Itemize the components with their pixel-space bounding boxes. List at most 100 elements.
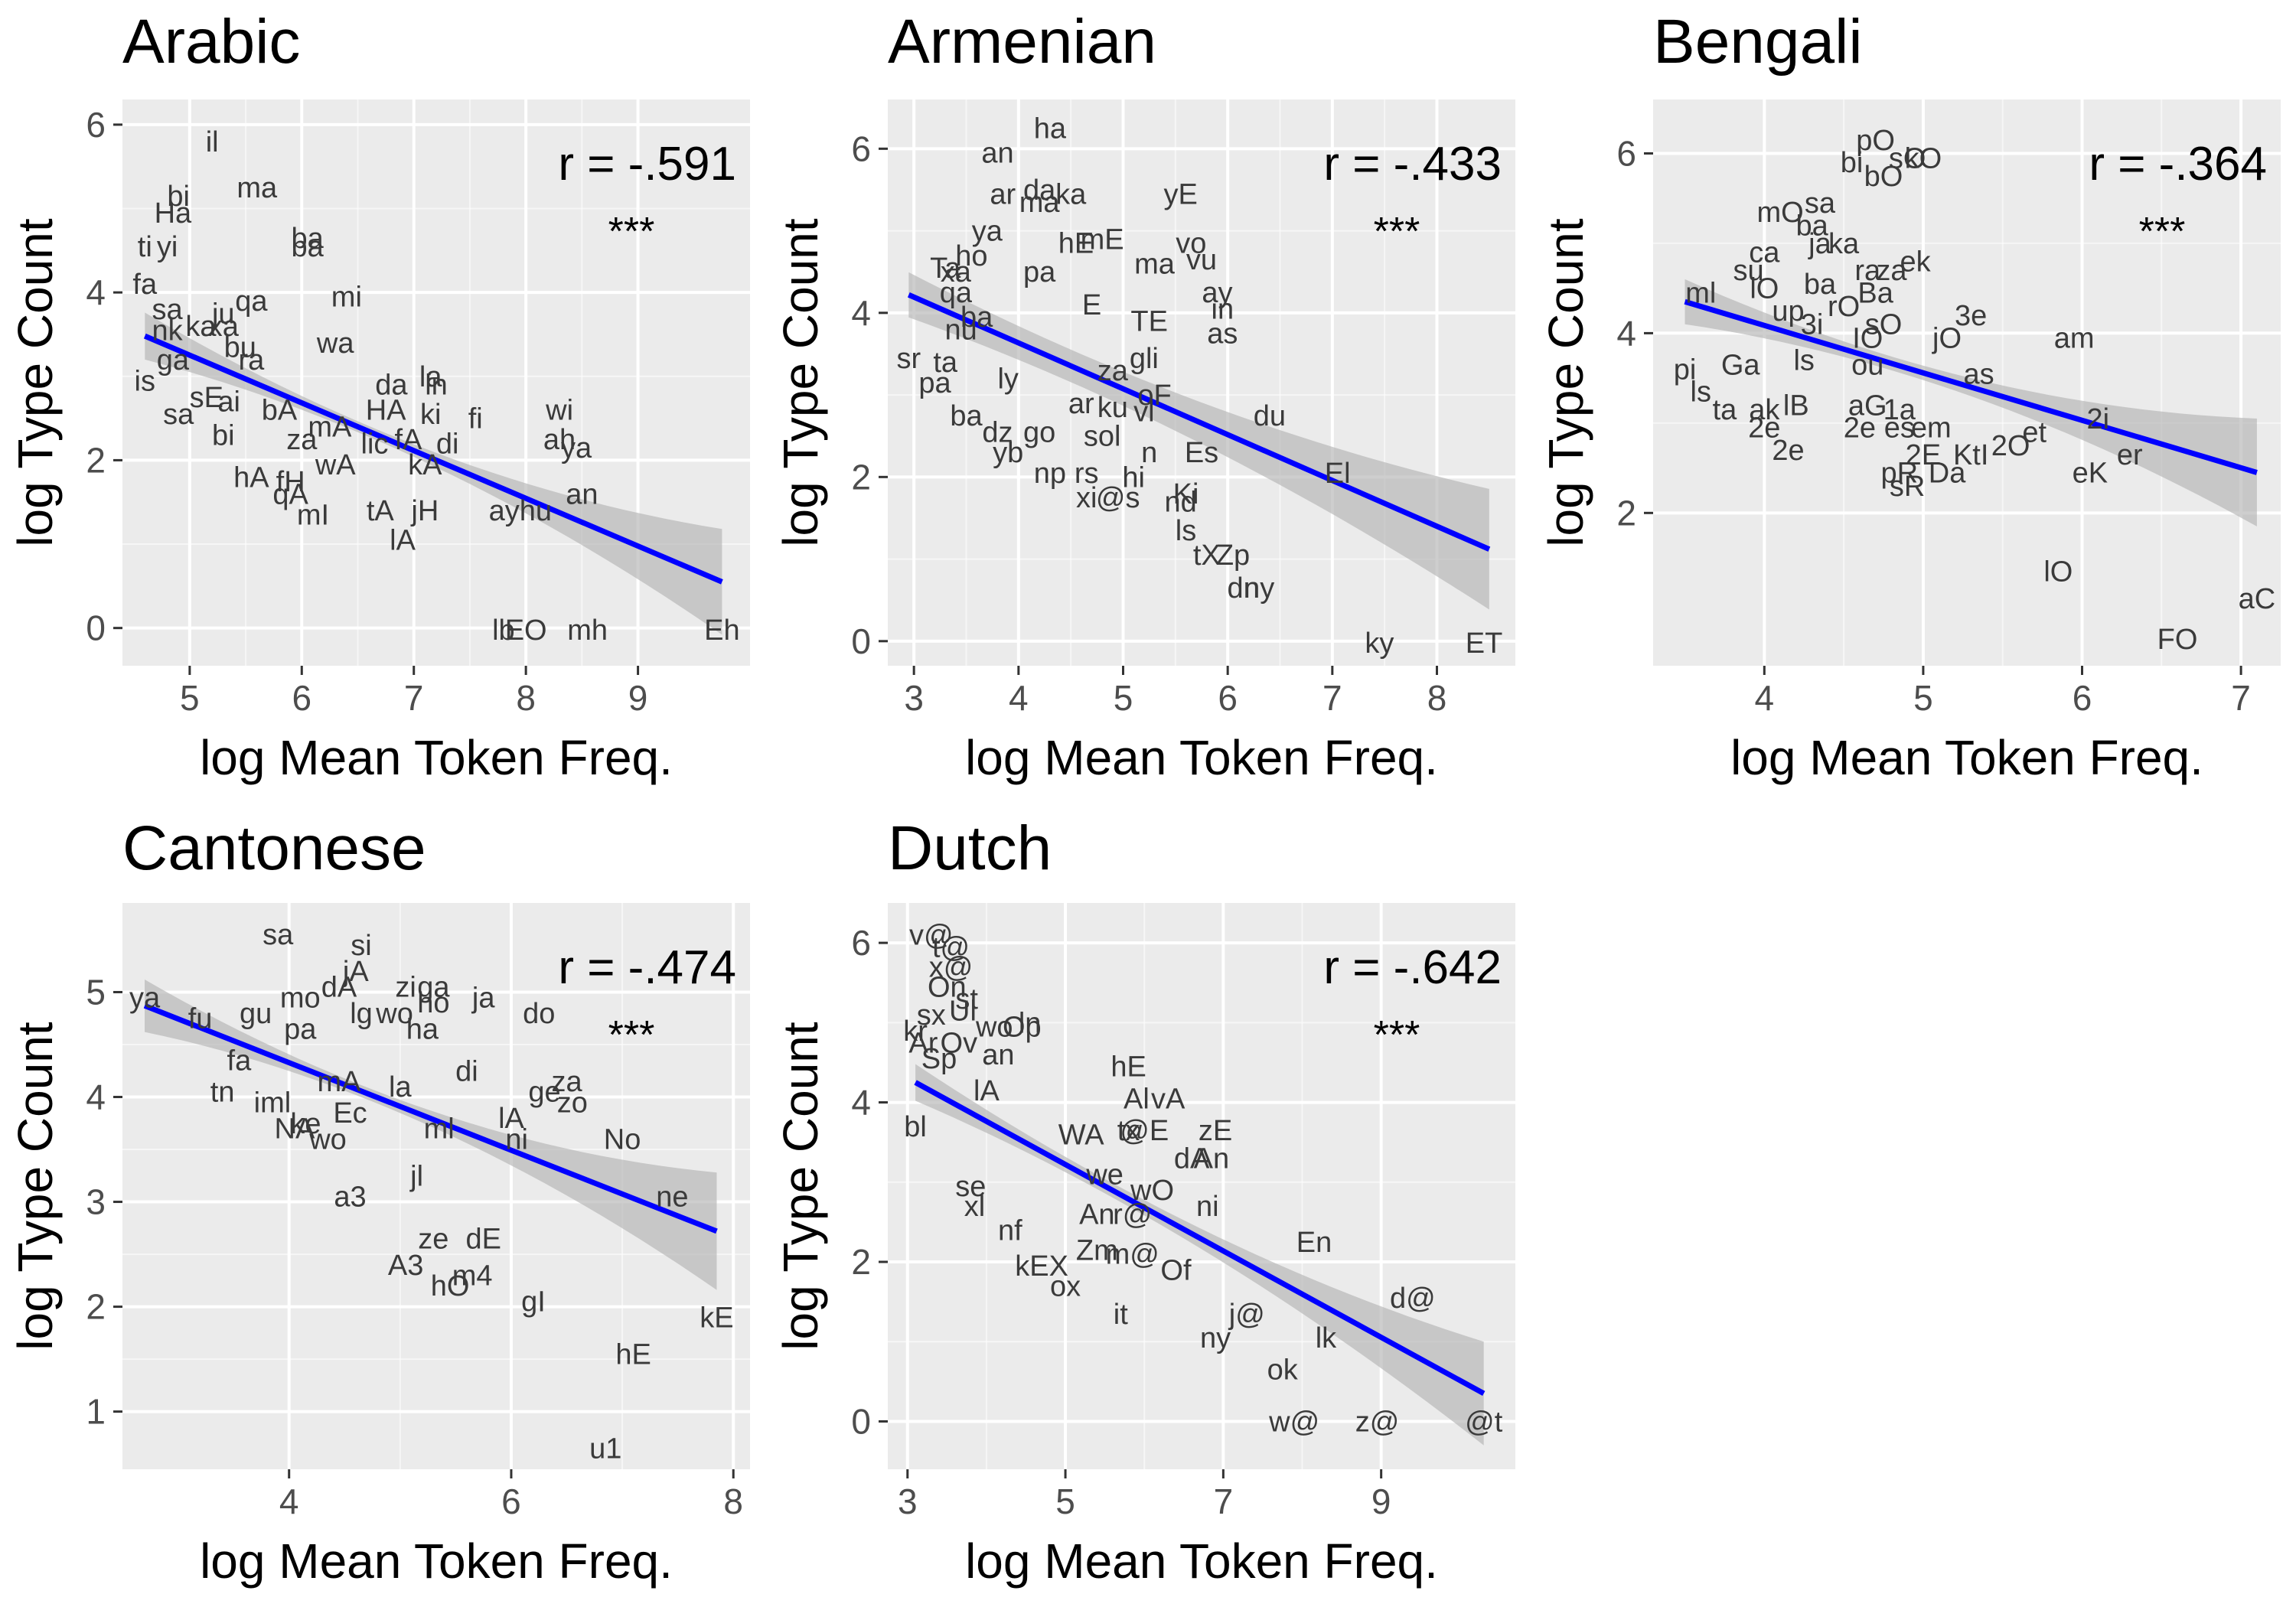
point-label-wa: wa xyxy=(316,328,354,360)
point-label-he: hE xyxy=(1110,1051,1146,1084)
point-label-ha: hA xyxy=(233,461,269,494)
x-tick-label: 7 xyxy=(2231,678,2251,718)
point-label-ai: ai xyxy=(217,386,240,419)
point-label-ka: kA xyxy=(408,449,442,481)
point-label-ar: ar xyxy=(1068,388,1094,420)
point-label-sol: sol xyxy=(1084,421,1121,453)
point-label-ni: ni xyxy=(505,1123,528,1156)
point-label-la: la xyxy=(419,361,442,393)
point-label-ko: kO xyxy=(1905,142,1942,174)
point-label-ja: ja xyxy=(471,982,495,1014)
point-label-rs: rs xyxy=(1075,458,1099,490)
y-axis-title: log Type Count xyxy=(773,218,828,547)
point-label-n: n xyxy=(1141,437,1157,469)
point-label-ga: Ga xyxy=(1721,350,1761,382)
y-tick-label: 4 xyxy=(86,1077,106,1117)
point-label-kr: kr xyxy=(903,1015,928,1048)
point-label-lk: lk xyxy=(1316,1322,1337,1354)
y-tick-label: 2 xyxy=(851,1242,871,1282)
point-label-a3: a3 xyxy=(334,1182,366,1214)
point-label-nf: nf xyxy=(998,1214,1022,1247)
point-label-gu: gu xyxy=(240,998,272,1030)
point-label-la: lA xyxy=(974,1075,1000,1107)
point-label-ze: ze xyxy=(418,1224,448,1256)
point-label-eo: EO xyxy=(505,614,547,647)
point-label-ne: ne xyxy=(656,1182,688,1214)
x-tick-label: 8 xyxy=(723,1482,743,1521)
y-axis-title: log Type Count xyxy=(773,1022,828,1351)
point-label-ok: ok xyxy=(1267,1354,1299,1387)
point-label-ro: rO xyxy=(1828,291,1860,323)
confidence-band xyxy=(145,312,722,635)
point-label-il: il xyxy=(206,126,219,158)
point-label-of: oF xyxy=(1137,380,1171,412)
y-tick-label: 6 xyxy=(851,923,871,963)
point-label-go: go xyxy=(1023,416,1055,448)
point-label-ma: ma xyxy=(1134,248,1176,280)
point-label-it: it xyxy=(1114,1299,1128,1331)
point-label-z: z@ xyxy=(1355,1406,1400,1438)
point-label-pa: pa xyxy=(918,367,951,399)
point-label-ya: ya xyxy=(129,982,161,1014)
point-label-nk: nk xyxy=(152,315,184,347)
point-label-ba: ba xyxy=(291,231,324,263)
confidence-band xyxy=(145,980,717,1290)
point-label-x: x@ xyxy=(929,951,974,983)
point-label-ho: ho xyxy=(955,240,987,272)
x-axis-title: log Mean Token Freq. xyxy=(965,730,1438,785)
point-label-ec: Ec xyxy=(333,1097,367,1129)
point-label-wo: wo xyxy=(975,1012,1013,1044)
point-label-qa: qa xyxy=(940,277,973,309)
point-label-xa: xa xyxy=(941,256,972,288)
point-label-wo: wO xyxy=(1130,1175,1174,1207)
point-label-fa: fa xyxy=(227,1045,253,1077)
point-label-tn: tn xyxy=(210,1077,235,1109)
point-label-ho: hO xyxy=(431,1270,470,1302)
point-label-d: d@ xyxy=(1390,1283,1436,1315)
point-label-bi: bi xyxy=(212,420,235,452)
x-tick-label: 5 xyxy=(1913,678,1933,718)
point-label-en: En xyxy=(1296,1227,1332,1259)
point-label-as: as xyxy=(1207,318,1238,350)
point-label-ag: aG xyxy=(1848,390,1887,422)
point-label-er: er xyxy=(2117,439,2143,471)
point-label-up: up xyxy=(1772,295,1804,328)
point-label-ba: ba xyxy=(291,223,324,255)
point-label-wo: wo xyxy=(308,1123,347,1156)
point-label-kex: kEX xyxy=(1015,1250,1068,1283)
correlation-label: r = -.474 xyxy=(558,941,736,994)
point-label-s: @s xyxy=(1096,482,1140,514)
point-label-an: An xyxy=(1194,1143,1229,1175)
point-label-ta: Ta xyxy=(930,253,961,285)
x-tick-label: 7 xyxy=(404,678,424,718)
point-label-an: an xyxy=(566,478,598,510)
point-label-se: sE xyxy=(190,382,223,414)
x-tick-label: 8 xyxy=(516,678,536,718)
point-label-tx: tx xyxy=(1117,1115,1140,1147)
point-label-ja: ja xyxy=(1808,228,1831,260)
point-label-za: za xyxy=(1876,255,1907,287)
point-label-sa: sa xyxy=(163,399,194,431)
y-tick-label: 6 xyxy=(86,105,106,145)
point-label-we: we xyxy=(1085,1159,1124,1191)
point-label-2i: 2i xyxy=(2086,403,2109,435)
point-label-ba: Ba xyxy=(1857,278,1893,310)
point-label-j: j@ xyxy=(1228,1299,1265,1331)
point-label-ye: yE xyxy=(1163,178,1197,210)
panel-title: Arabic xyxy=(122,7,300,77)
point-label-am: am xyxy=(2054,322,2095,354)
point-label-ls: ls xyxy=(1176,515,1196,547)
point-label-ha: HA xyxy=(366,395,406,427)
point-label-da: da xyxy=(1023,174,1056,207)
point-label-te: TE xyxy=(1130,306,1168,338)
point-label-zi: zi xyxy=(395,972,416,1004)
x-tick-label: 5 xyxy=(180,678,200,718)
point-label-ma: mA xyxy=(308,412,352,444)
point-label-mi: mi xyxy=(331,282,362,314)
point-label-sr: sr xyxy=(897,343,921,375)
point-label-pa: pa xyxy=(284,1013,317,1045)
point-label-ge: ge xyxy=(528,1077,560,1109)
point-label-of: Of xyxy=(1160,1254,1192,1286)
